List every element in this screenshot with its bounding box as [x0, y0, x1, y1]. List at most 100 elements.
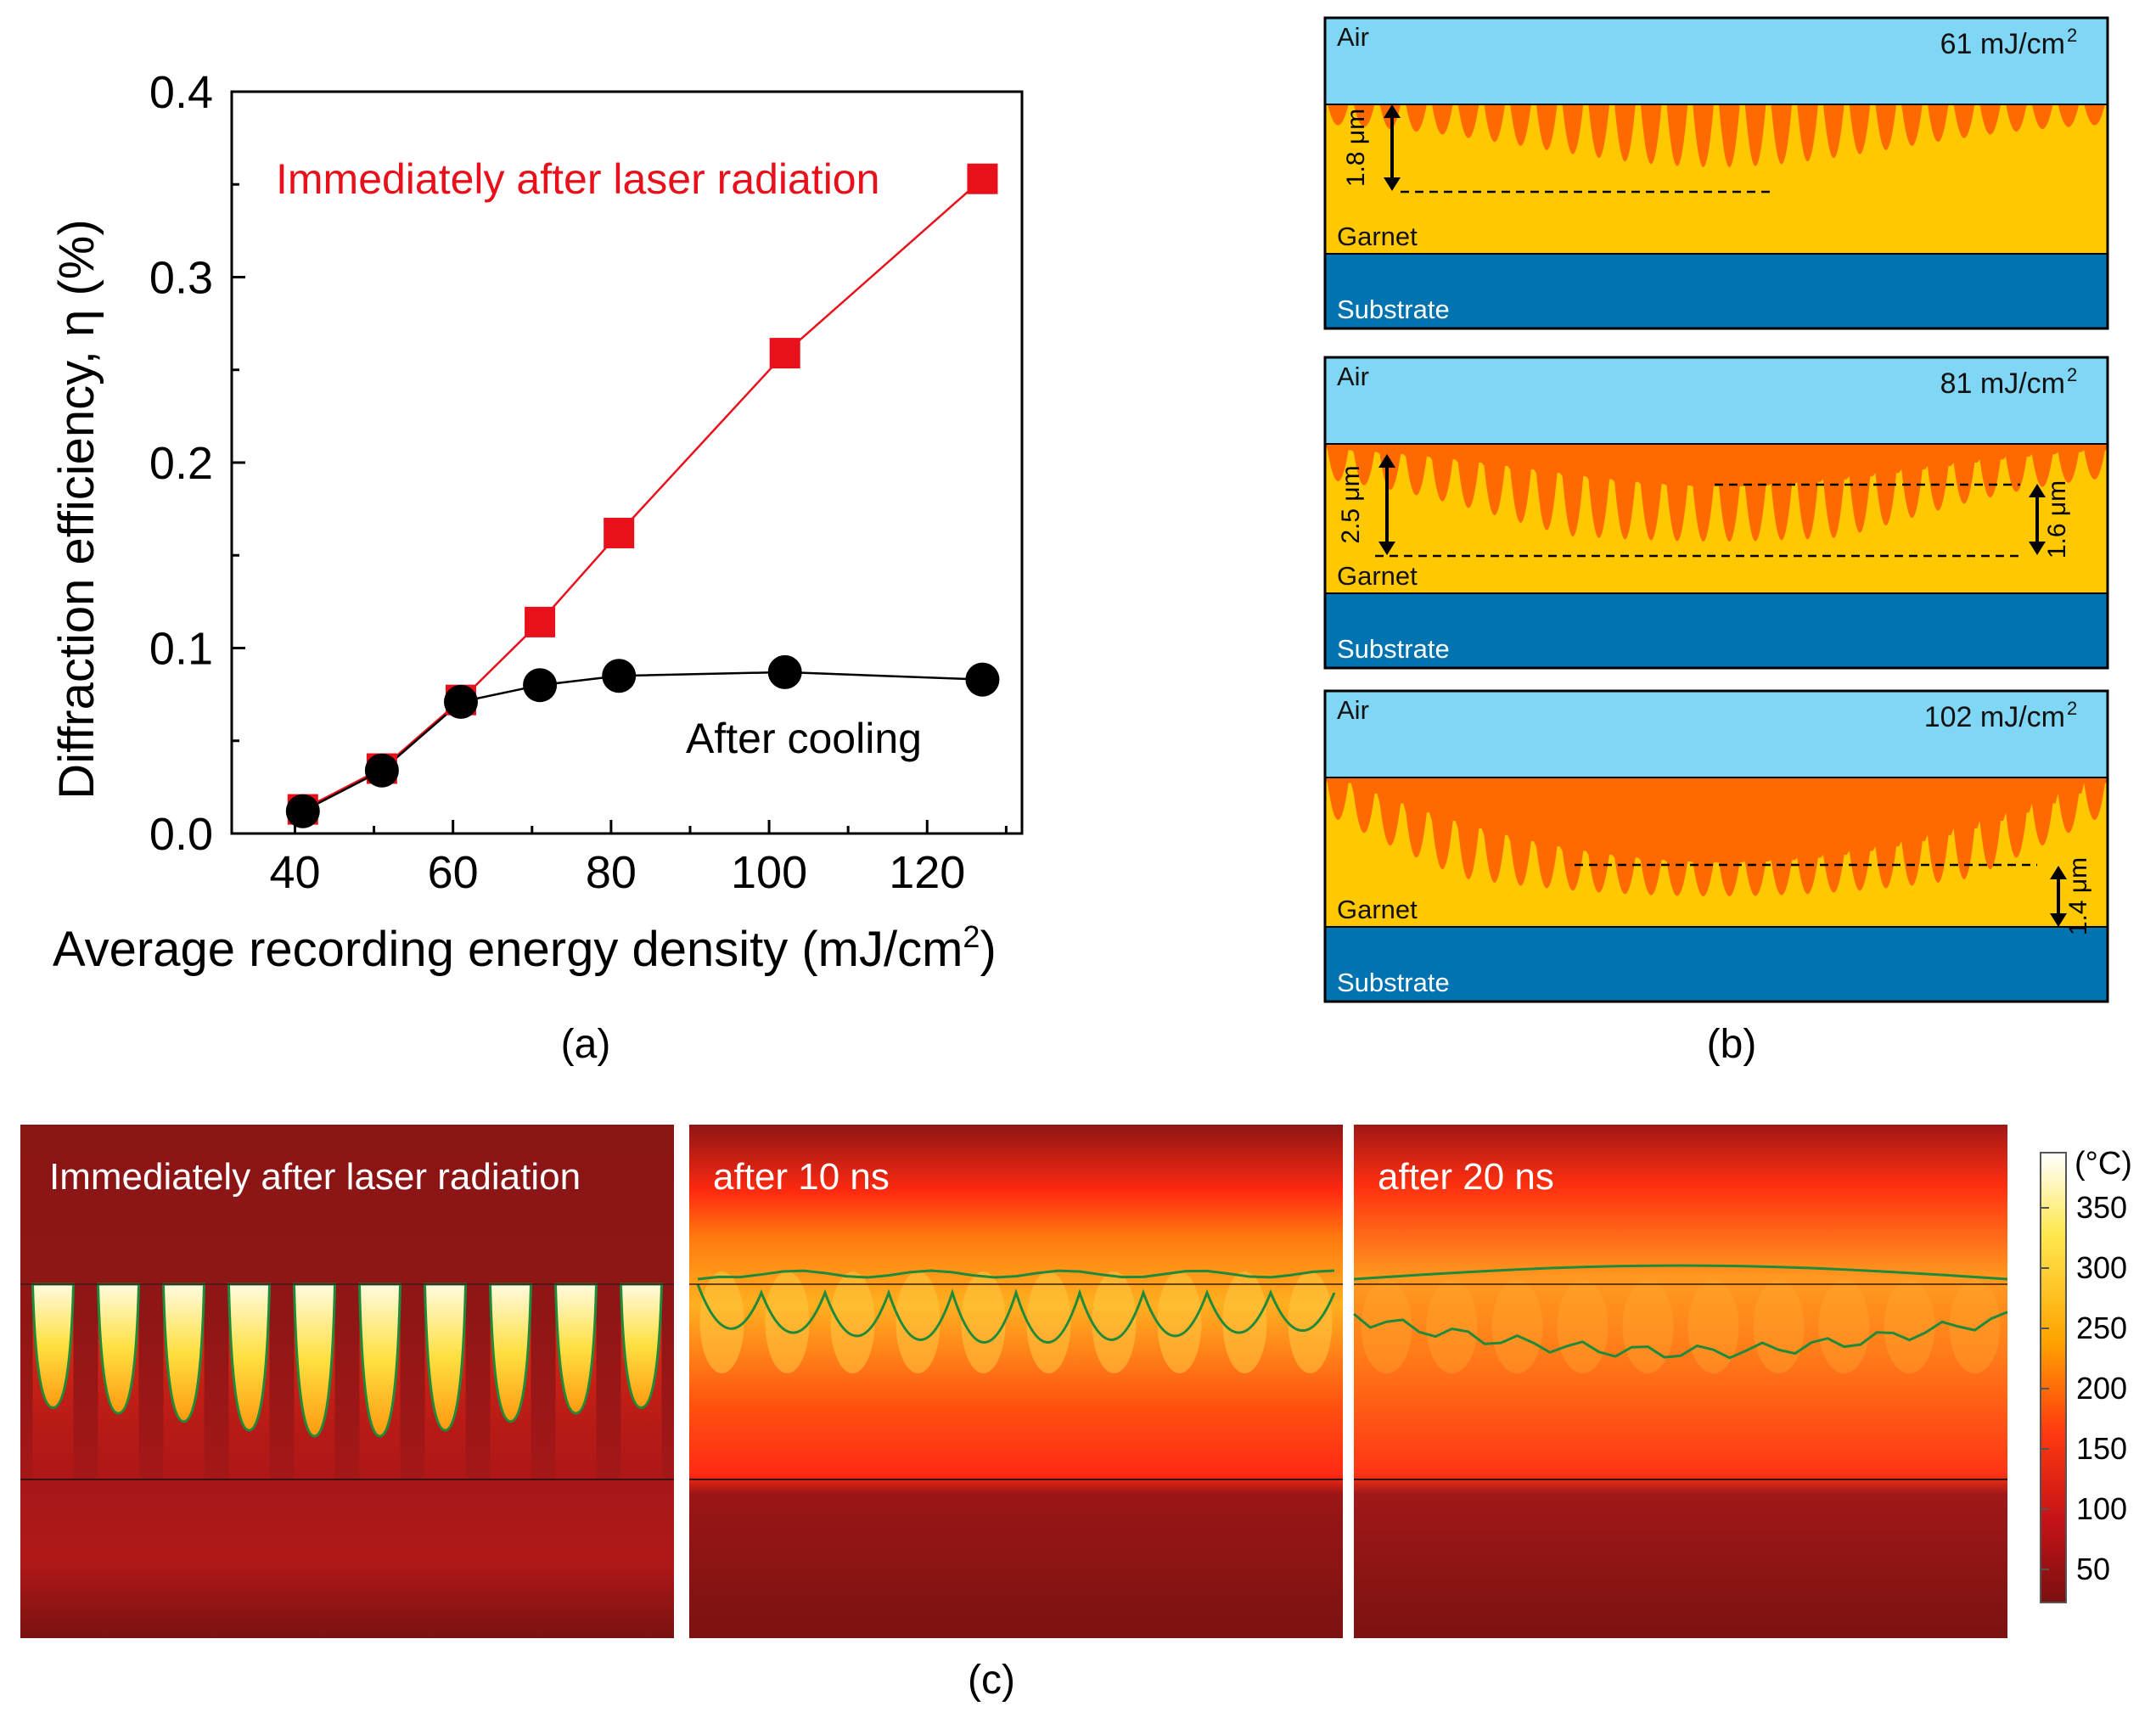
panel-c: Immediately after laser radiation after 1… [20, 1125, 2008, 1638]
energy-label: 81 mJ/cm [1940, 368, 2065, 400]
heat-background [689, 1125, 1343, 1638]
temperature-map-2: after 10 ns [689, 1125, 1343, 1638]
x-tick-label: 60 [428, 847, 479, 898]
data-point-circle [443, 684, 478, 719]
y-tick-label: 0.1 [149, 624, 213, 675]
garnet-layer [1325, 104, 2108, 254]
colorbar-tick-label: 150 [2076, 1431, 2127, 1466]
air-label: Air [1337, 695, 1369, 725]
diagram-frame [1323, 689, 2109, 1003]
panel-a: 40 60 80 100 120 0.0 0.1 0.2 0.3 0.4 Immediately … [49, 67, 1024, 1067]
hot-spot [1884, 1280, 1935, 1373]
snapshot-label: Immediately after laser radiation [49, 1156, 581, 1198]
hot-spot [765, 1271, 810, 1373]
air-layer [1325, 357, 2108, 444]
garnet-label: Garnet [1337, 895, 1418, 924]
hot-spot [1557, 1280, 1609, 1373]
x-tick-label: 40 [269, 847, 320, 898]
data-point-circle [523, 668, 558, 703]
arrow-head-up-icon [2050, 866, 2067, 879]
melt-cone [161, 1283, 206, 1423]
melt-bottom-contour [1353, 1311, 2008, 1360]
hot-spot [1222, 1271, 1267, 1373]
x-axis-label: Average recording energy density (mJ/cm2… [53, 919, 997, 977]
melt-top-contour [697, 1269, 1335, 1281]
hot-spot [699, 1271, 744, 1373]
colorbar: (°C) 350 300 250 200 150 100 50 [2040, 1146, 2132, 1603]
garnet-label: Garnet [1337, 561, 1418, 591]
colorbar-tick-label: 350 [2076, 1190, 2127, 1225]
energy-label-sup: 2 [2067, 698, 2077, 719]
melt-cone [488, 1283, 533, 1423]
caption-a: (a) [561, 1022, 611, 1067]
depth-label: 1.8 μm [1342, 109, 1370, 187]
hot-spot [961, 1271, 1006, 1373]
hot-spot [1949, 1280, 2001, 1373]
energy-label: 61 mJ/cm [1940, 28, 2065, 60]
temperature-map-1: Immediately after laser radiation [20, 1125, 674, 1638]
x-axis-label-sup: 2 [963, 919, 980, 954]
temperature-map-3: after 20 ns [1353, 1125, 2008, 1638]
diagram-1: 1.8 μm Air Garnet Substrate 61 mJ/cm 2 [1323, 16, 2109, 330]
arrow-head-down-icon [1378, 542, 1395, 555]
y-axis-label-text: Diffraction efficiency, η (%) [49, 219, 104, 799]
air-label: Air [1337, 22, 1369, 52]
substrate-label: Substrate [1337, 295, 1450, 324]
garnet-label: Garnet [1337, 222, 1418, 251]
hot-spot [1288, 1271, 1333, 1373]
arrow-head-down-icon [1384, 177, 1401, 191]
hot-spot [1026, 1271, 1071, 1373]
colorbar-gradient [2040, 1152, 2067, 1603]
data-point-circle [767, 654, 802, 689]
caption-b: (b) [1707, 1022, 1757, 1067]
melt-region [1325, 444, 2108, 542]
diagram-2: 2.5 μm 1.6 μm Air Garnet Substrate 81 mJ/cm 2 [1323, 356, 2109, 670]
substrate-layer [1325, 593, 2108, 668]
colorbar-tick-label: 50 [2076, 1552, 2110, 1586]
y-tick-label: 0.4 [149, 67, 213, 118]
x-tick-label: 80 [586, 847, 637, 898]
x-axis-label-end: ) [980, 922, 996, 977]
air-label: Air [1337, 362, 1369, 391]
energy-label-sup: 2 [2067, 364, 2077, 385]
melt-cone [31, 1283, 76, 1410]
substrate-layer [1325, 927, 2108, 1002]
hot-spot [1818, 1280, 1870, 1373]
energy-label-sup: 2 [2067, 25, 2077, 46]
colorbar-tick-label: 100 [2076, 1491, 2127, 1526]
data-point-square [525, 606, 556, 637]
substrate-layer [1325, 254, 2108, 328]
air-layer [1325, 691, 2108, 777]
depth-label: 2.5 μm [1337, 465, 1365, 543]
melt-cone [292, 1283, 337, 1438]
snapshot-label: after 10 ns [713, 1156, 890, 1198]
arrow-head-up-icon [2029, 484, 2046, 497]
melt-cone [553, 1283, 598, 1415]
melt-top-contour [1353, 1264, 2008, 1281]
diagram-3: 1.4 μm Air Garnet Substrate 102 mJ/cm 2 [1323, 689, 2109, 1003]
hot-spot [1687, 1280, 1739, 1373]
data-point-circle [965, 662, 1000, 697]
colorbar-tick-label: 300 [2076, 1250, 2127, 1285]
y-tick-label: 0.2 [149, 438, 213, 489]
melt-cone [619, 1283, 664, 1410]
data-point-square [604, 518, 635, 549]
data-point-square [967, 163, 998, 194]
air-layer [1325, 18, 2108, 104]
melt-cone [227, 1283, 272, 1432]
legend-immediately: Immediately after laser radiation [276, 155, 879, 203]
melt-cone [357, 1283, 402, 1438]
colorbar-tick-label: 200 [2076, 1371, 2127, 1406]
hot-spot [830, 1271, 875, 1373]
x-tick-label: 100 [731, 847, 807, 898]
energy-label: 102 mJ/cm [1924, 701, 2065, 733]
data-point-circle [602, 659, 637, 693]
diagram-frame [1323, 16, 2109, 330]
arrow-head-up-icon [1378, 454, 1395, 468]
x-axis-label-text: Average recording energy density (mJ/cm [53, 922, 963, 977]
hot-spot [1092, 1271, 1137, 1373]
melt-region [1325, 104, 2108, 167]
substrate-label: Substrate [1337, 634, 1450, 664]
